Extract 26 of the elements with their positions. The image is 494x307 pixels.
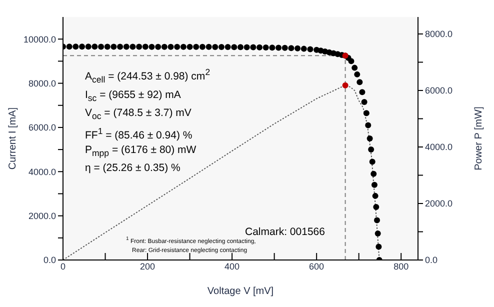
- y2-tick-label: 8000.0: [425, 29, 453, 40]
- x-tick-label: 800: [394, 261, 409, 272]
- y-tick-label: 2000.0: [28, 211, 56, 222]
- y-tick-label: 0.0: [43, 255, 56, 266]
- y-tick-label: 8000.0: [28, 78, 56, 88]
- annotation: V$_{oc}$ = (748.5 ± 3.7) mV: [85, 106, 192, 123]
- x-tick-label: 200: [140, 261, 156, 272]
- x-axis-title: Voltage V [mV]: [207, 286, 274, 297]
- x-tick-label: 600: [309, 261, 324, 272]
- y2-tick-label: 2000.0: [425, 198, 453, 209]
- annotation: A$_{cell}$ = (244.53 ± 0.98) cm$^{2}$: [85, 66, 210, 87]
- annotation: FF$^{1}$ = (85.46 ± 0.94) %: [85, 124, 194, 144]
- annotation: P$_{mpp}$ = (6176 ± 80) mW: [85, 143, 198, 160]
- y2-axis-title: Power P [mW]: [474, 106, 485, 170]
- x-tick-label: 400: [224, 261, 240, 272]
- annotation: η = (25.26 ± 0.35) %: [85, 161, 182, 176]
- annotation: I$_{sc}$ = (9655 ± 92) mA: [85, 88, 182, 105]
- y2-tick-label: 6000.0: [425, 86, 453, 96]
- y-tick-label: 4000.0: [28, 166, 56, 177]
- y-axis-title: Current I [mA]: [8, 107, 19, 170]
- y-tick-label: 6000.0: [28, 122, 56, 133]
- x-tick-label: 0: [60, 261, 66, 272]
- y2-tick-label: 0.0: [425, 255, 438, 266]
- y2-tick-label: 4000.0: [425, 142, 453, 152]
- y-tick-label: 10000.0: [23, 34, 56, 44]
- annotation: Calmark: 001566: [245, 226, 325, 238]
